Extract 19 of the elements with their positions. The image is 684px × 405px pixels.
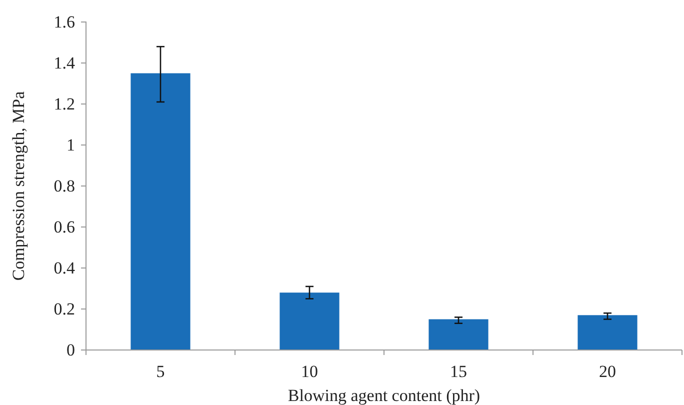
- x-tick-label: 5: [156, 362, 165, 381]
- y-tick-label: 0.4: [54, 258, 76, 278]
- bar: [130, 73, 190, 350]
- y-tick-label: 1.6: [54, 12, 75, 32]
- y-axis-title: Compression strength, MPa: [9, 90, 28, 281]
- y-tick-label: 1.2: [54, 94, 75, 114]
- x-tick-label: 10: [301, 362, 318, 381]
- bar: [578, 315, 638, 350]
- bar: [428, 319, 488, 350]
- y-tick-label: 0.6: [54, 217, 75, 236]
- bar: [280, 292, 340, 350]
- y-tick-label: 1.4: [54, 53, 76, 72]
- x-tick-label: 15: [450, 362, 467, 381]
- x-tick-label: 20: [599, 362, 616, 381]
- x-axis-title: Blowing agent content (phr): [288, 386, 480, 405]
- y-tick-label: 0.8: [54, 176, 75, 196]
- y-tick-label: 0: [66, 340, 75, 360]
- y-tick-label: 0.2: [54, 299, 75, 318]
- y-tick-label: 1: [66, 135, 75, 154]
